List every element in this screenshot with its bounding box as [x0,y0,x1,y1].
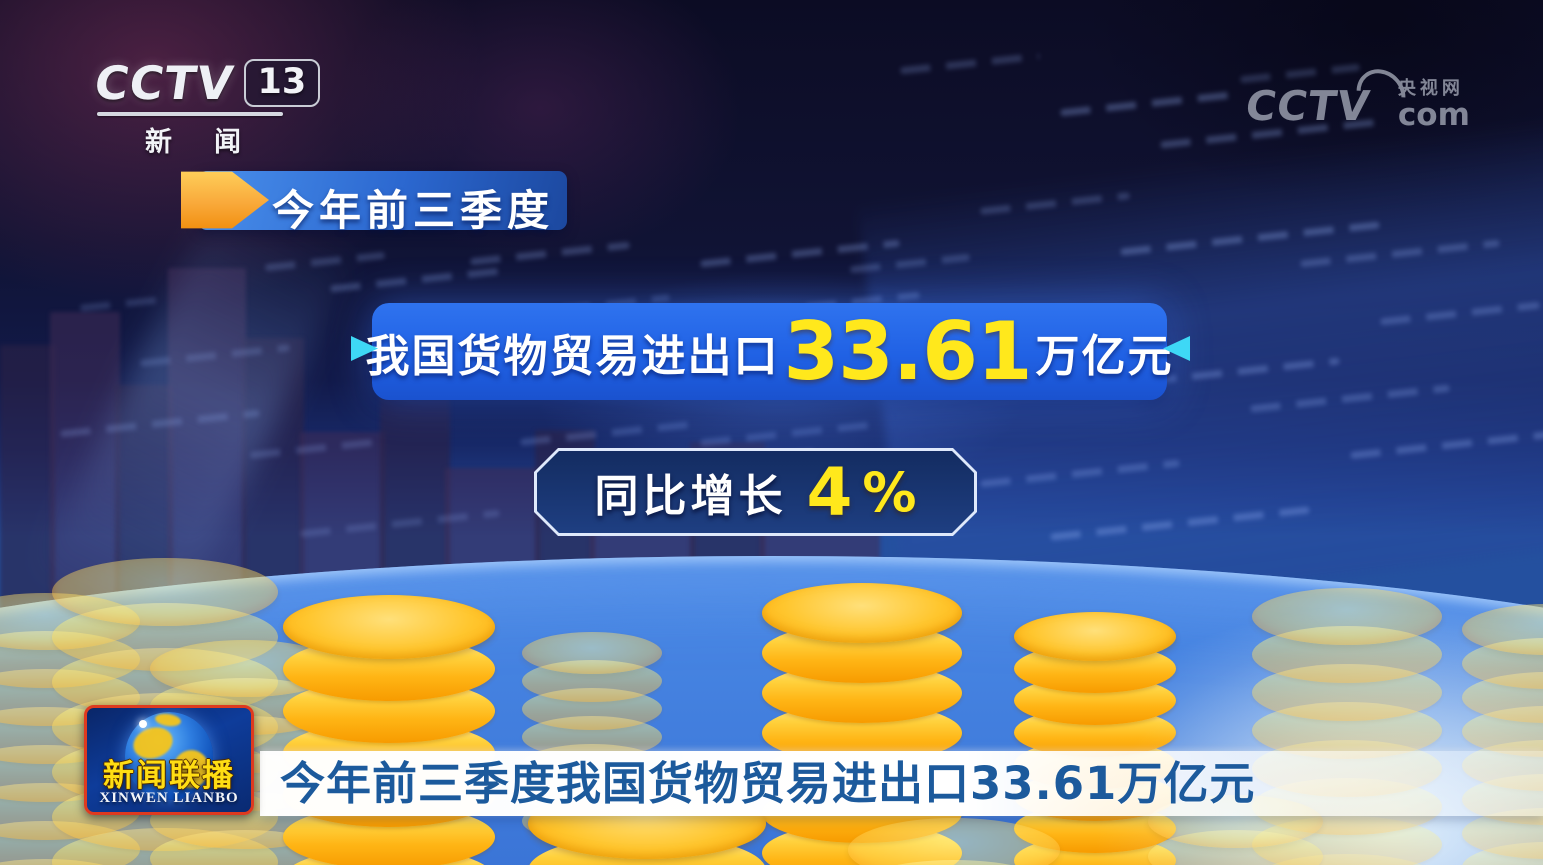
coin-stack [848,818,1060,865]
topic-tag-label: 今年前三季度 [272,186,555,235]
coin [848,860,1060,865]
coin [1252,854,1442,865]
coin [848,818,1060,865]
channel-name-label: 新闻 [145,127,283,158]
coin [1252,702,1442,759]
coin [52,648,278,716]
coin-stack [1462,604,1543,865]
cctv-com-watermark: CCTV 央视网 com [1242,59,1470,133]
program-subtitle: XINWEN LIANBO [99,790,239,806]
coin [762,583,962,643]
ticker-strip: 今年前三季度我国货物贸易进出口33.61万亿元 [260,751,1543,816]
coin [522,660,662,702]
headline-prefix: 我国货物贸易进出口 [365,330,780,382]
building-silhouette [242,338,304,620]
coin [52,558,278,626]
coin [1252,588,1442,645]
coin-stack [0,593,140,865]
building-silhouette [50,312,120,620]
growth-badge-inner: 同比增长 4 % [537,451,974,533]
coin [1014,612,1176,661]
growth-badge: 同比增长 4 % [534,448,977,536]
headline-banner: 我国货物贸易进出口 33.61 万亿元 [365,303,1172,400]
coin-stack [1014,612,1176,865]
building-silhouette [115,385,173,620]
watermark-cctv-wordmark: CCTV [1242,82,1374,130]
coin [283,595,495,659]
channel-13-badge: 13 [243,59,321,107]
watermark-com-label: com [1397,97,1470,133]
ticker-text: 今年前三季度我国货物贸易进出口33.61万亿元 [280,757,1256,810]
program-logo: 新闻联播 XINWEN LIANBO [84,705,254,815]
coin [1252,816,1442,865]
building-silhouette [0,345,55,620]
growth-value: 4 [806,453,853,531]
coin [1252,626,1442,683]
bug-underline [97,112,283,116]
growth-unit: % [862,460,917,524]
globe-icon [125,712,213,800]
building-silhouette [168,268,246,620]
coin [1148,830,1323,865]
coin-stack [283,595,495,865]
coin [0,859,140,865]
program-title: 新闻联播 [103,758,235,794]
coin-stack [528,788,766,865]
headline-unit: 万亿元 [1035,330,1174,382]
coin [52,603,278,671]
sparkle-icon [139,720,147,728]
watermark-site-name: 央视网 [1397,78,1464,99]
cctv-wordmark: CCTV [91,56,238,110]
coin [522,632,662,674]
coin [522,688,662,730]
headline-value: 33.61 [783,305,1032,398]
coin [1252,664,1442,721]
channel-bug: CCTV 13 新闻 [91,56,321,159]
growth-label: 同比增长 [594,471,787,522]
coin [1462,604,1543,655]
